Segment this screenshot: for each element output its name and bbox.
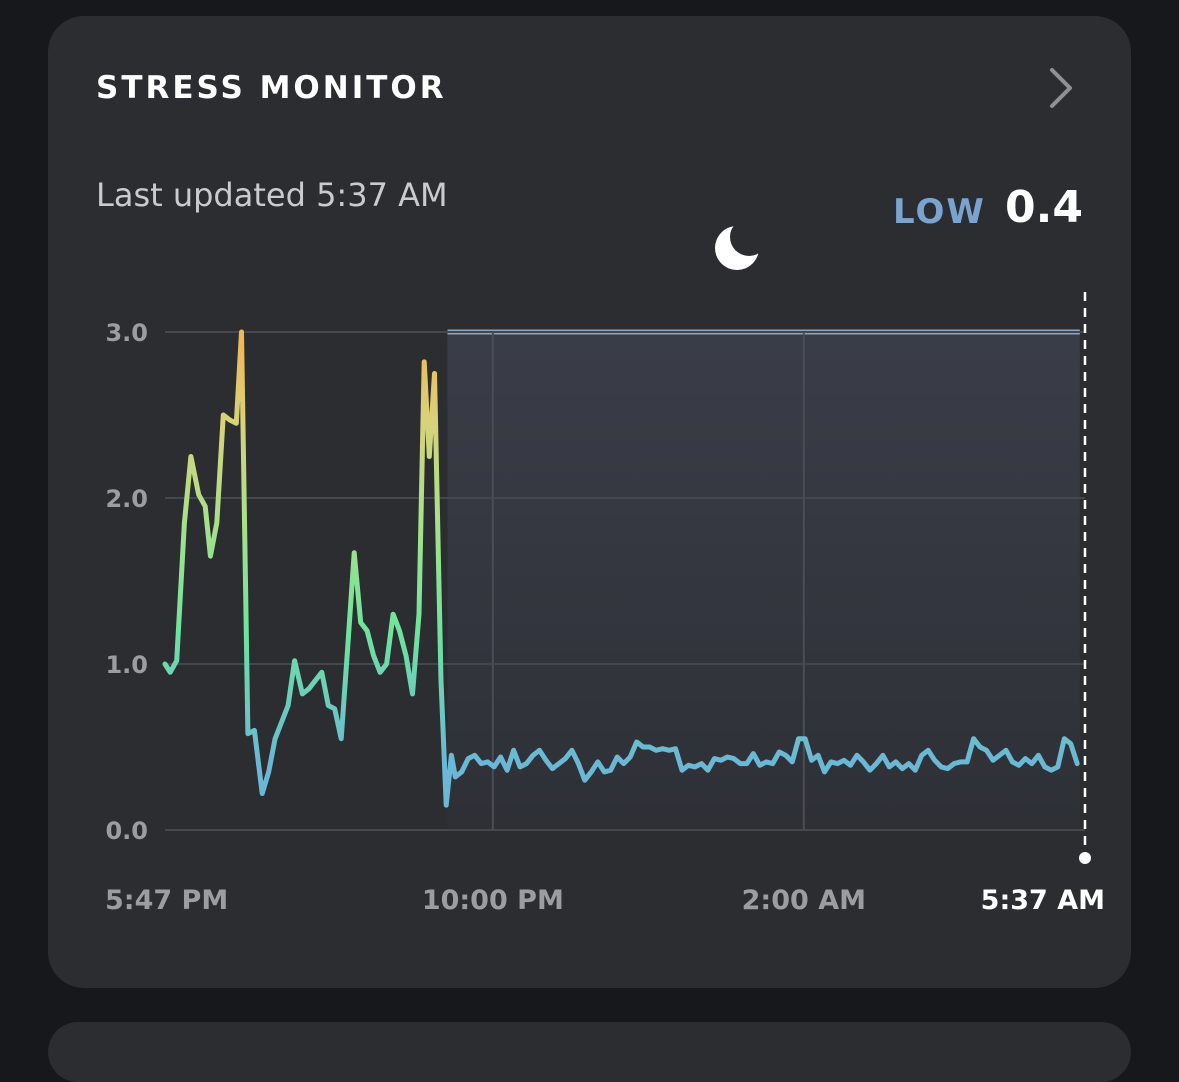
y-tick-label: 0.0 (105, 817, 148, 845)
y-tick-label: 1.0 (105, 651, 148, 679)
chevron-right-icon[interactable] (1042, 66, 1082, 110)
stress-monitor-card[interactable]: STRESS MONITOR Last updated 5:37 AM LOW … (48, 16, 1131, 988)
stress-chart: 0.0 1.0 2.0 3.0 5:47 PM 10:00 PM 2:00 AM 5:37 … (105, 218, 1105, 916)
y-tick-label: 3.0 (105, 319, 148, 347)
last-updated-text: Last updated 5:37 AM (96, 176, 448, 214)
moon-icon (715, 218, 768, 270)
y-tick-label: 2.0 (105, 485, 148, 513)
x-tick-label: 5:37 AM (981, 885, 1105, 916)
current-time-dot (1079, 852, 1091, 864)
stress-level-label: LOW (893, 192, 986, 232)
x-tick-label: 10:00 PM (422, 885, 564, 916)
stress-score-value: 0.4 (1005, 182, 1083, 233)
next-card (48, 1022, 1131, 1082)
card-title: STRESS MONITOR (96, 70, 447, 106)
stress-line (162, 329, 1080, 808)
x-tick-label: 5:47 PM (105, 885, 228, 916)
sleep-band (447, 332, 1080, 830)
x-tick-label: 2:00 AM (742, 885, 866, 916)
